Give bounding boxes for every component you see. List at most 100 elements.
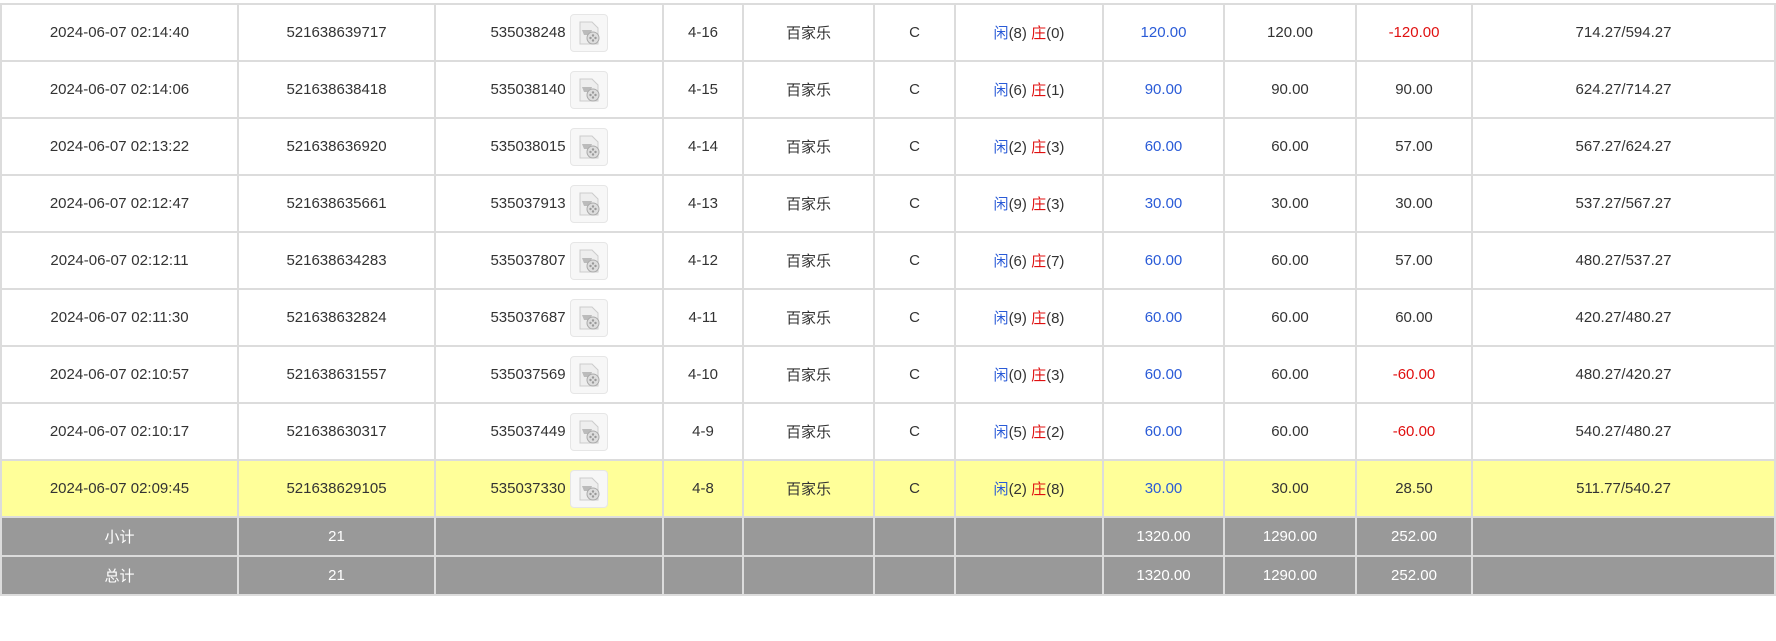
round-id: 535037449 — [490, 422, 566, 440]
bet-id: 521638630317 — [237, 402, 436, 461]
bet-amount: 60.00 — [1102, 231, 1225, 290]
player-label: 闲 — [993, 310, 1009, 327]
player-label: 闲 — [993, 367, 1009, 384]
bet-time: 2024-06-07 02:14:40 — [0, 3, 239, 62]
bet-type: C — [873, 174, 956, 233]
round-id-cell: 535037807 — [434, 231, 664, 290]
round-id: 535037569 — [490, 365, 566, 383]
result-cell: 闲(6) 庄(7) — [954, 231, 1104, 290]
bet-type: C — [873, 288, 956, 347]
player-label: 闲 — [993, 481, 1009, 498]
bet-id: 521638636920 — [237, 117, 436, 176]
banker-score: (8) — [1046, 310, 1065, 327]
win-loss: 30.00 — [1355, 174, 1473, 233]
video-replay-icon[interactable] — [569, 70, 608, 109]
banker-score: (7) — [1046, 253, 1065, 270]
table-row: 2024-06-07 02:13:22 521638636920 535038015… — [0, 117, 1776, 176]
bet-time: 2024-06-07 02:11:30 — [0, 288, 239, 347]
round-id-cell: 535038140 — [434, 60, 664, 119]
game-name: 百家乐 — [742, 231, 875, 290]
balance: 480.27/420.27 — [1471, 345, 1776, 404]
valid-amount: 60.00 — [1223, 345, 1357, 404]
result-cell: 闲(5) 庄(2) — [954, 402, 1104, 461]
summary-label: 总计 — [0, 555, 239, 596]
result-cell: 闲(2) 庄(8) — [954, 459, 1104, 518]
banker-score: (3) — [1046, 196, 1065, 213]
win-loss: 60.00 — [1355, 288, 1473, 347]
summary-win: 252.00 — [1355, 555, 1473, 596]
video-replay-icon[interactable] — [569, 355, 608, 394]
win-loss: -60.00 — [1355, 345, 1473, 404]
video-replay-icon[interactable] — [569, 127, 608, 166]
game-name: 百家乐 — [742, 117, 875, 176]
bet-id: 521638634283 — [237, 231, 436, 290]
summary-count: 21 — [237, 516, 436, 557]
summary-bet: 1320.00 — [1102, 516, 1225, 557]
summary-row: 小计 21 1320.00 1290.00 252.00 — [0, 516, 1776, 557]
bet-type: C — [873, 231, 956, 290]
summary-bet: 1320.00 — [1102, 555, 1225, 596]
table-row: 2024-06-07 02:11:30 521638632824 535037687… — [0, 288, 1776, 347]
banker-label: 庄 — [1031, 25, 1047, 42]
banker-score: (1) — [1046, 82, 1065, 99]
video-replay-icon[interactable] — [569, 13, 608, 52]
summary-count: 21 — [237, 555, 436, 596]
summary-win: 252.00 — [1355, 516, 1473, 557]
result-cell: 闲(2) 庄(3) — [954, 117, 1104, 176]
win-loss: -120.00 — [1355, 3, 1473, 62]
bet-id: 521638639717 — [237, 3, 436, 62]
valid-amount: 60.00 — [1223, 117, 1357, 176]
bet-id: 521638631557 — [237, 345, 436, 404]
banker-label: 庄 — [1031, 253, 1047, 270]
video-replay-icon[interactable] — [569, 412, 608, 451]
table-row: 2024-06-07 02:10:57 521638631557 535037569… — [0, 345, 1776, 404]
bet-type: C — [873, 345, 956, 404]
summary-row: 总计 21 1320.00 1290.00 252.00 — [0, 555, 1776, 596]
player-label: 闲 — [993, 25, 1009, 42]
result-cell: 闲(6) 庄(1) — [954, 60, 1104, 119]
round-id-cell: 535037449 — [434, 402, 664, 461]
player-score: (6) — [1008, 253, 1027, 270]
bet-amount: 120.00 — [1102, 3, 1225, 62]
banker-score: (3) — [1046, 139, 1065, 156]
round-id-cell: 535038248 — [434, 3, 664, 62]
round-id: 535037330 — [490, 479, 566, 497]
bet-type: C — [873, 3, 956, 62]
banker-score: (0) — [1046, 25, 1065, 42]
player-label: 闲 — [993, 424, 1009, 441]
table-number: 4-11 — [662, 288, 744, 347]
video-replay-icon[interactable] — [569, 184, 608, 223]
video-replay-icon[interactable] — [569, 298, 608, 337]
banker-label: 庄 — [1031, 310, 1047, 327]
round-id: 535038015 — [490, 137, 566, 155]
player-score: (5) — [1008, 424, 1027, 441]
player-score: (8) — [1008, 25, 1027, 42]
bet-amount: 60.00 — [1102, 345, 1225, 404]
round-id: 535037807 — [490, 251, 566, 269]
game-name: 百家乐 — [742, 60, 875, 119]
result-cell: 闲(0) 庄(3) — [954, 345, 1104, 404]
round-id: 535037687 — [490, 308, 566, 326]
banker-score: (2) — [1046, 424, 1065, 441]
player-label: 闲 — [993, 196, 1009, 213]
bet-type: C — [873, 60, 956, 119]
video-replay-icon[interactable] — [569, 241, 608, 280]
banker-label: 庄 — [1031, 139, 1047, 156]
table-number: 4-14 — [662, 117, 744, 176]
balance: 480.27/537.27 — [1471, 231, 1776, 290]
bet-amount: 60.00 — [1102, 117, 1225, 176]
bet-id: 521638638418 — [237, 60, 436, 119]
balance: 540.27/480.27 — [1471, 402, 1776, 461]
win-loss: -60.00 — [1355, 402, 1473, 461]
summary-valid: 1290.00 — [1223, 516, 1357, 557]
table-number: 4-9 — [662, 402, 744, 461]
video-replay-icon[interactable] — [569, 469, 608, 508]
bet-type: C — [873, 459, 956, 518]
bet-type: C — [873, 402, 956, 461]
bet-amount: 60.00 — [1102, 402, 1225, 461]
summary-valid: 1290.00 — [1223, 555, 1357, 596]
bet-amount: 30.00 — [1102, 174, 1225, 233]
table-number: 4-15 — [662, 60, 744, 119]
table-row: 2024-06-07 02:10:17 521638630317 535037449… — [0, 402, 1776, 461]
banker-label: 庄 — [1031, 367, 1047, 384]
